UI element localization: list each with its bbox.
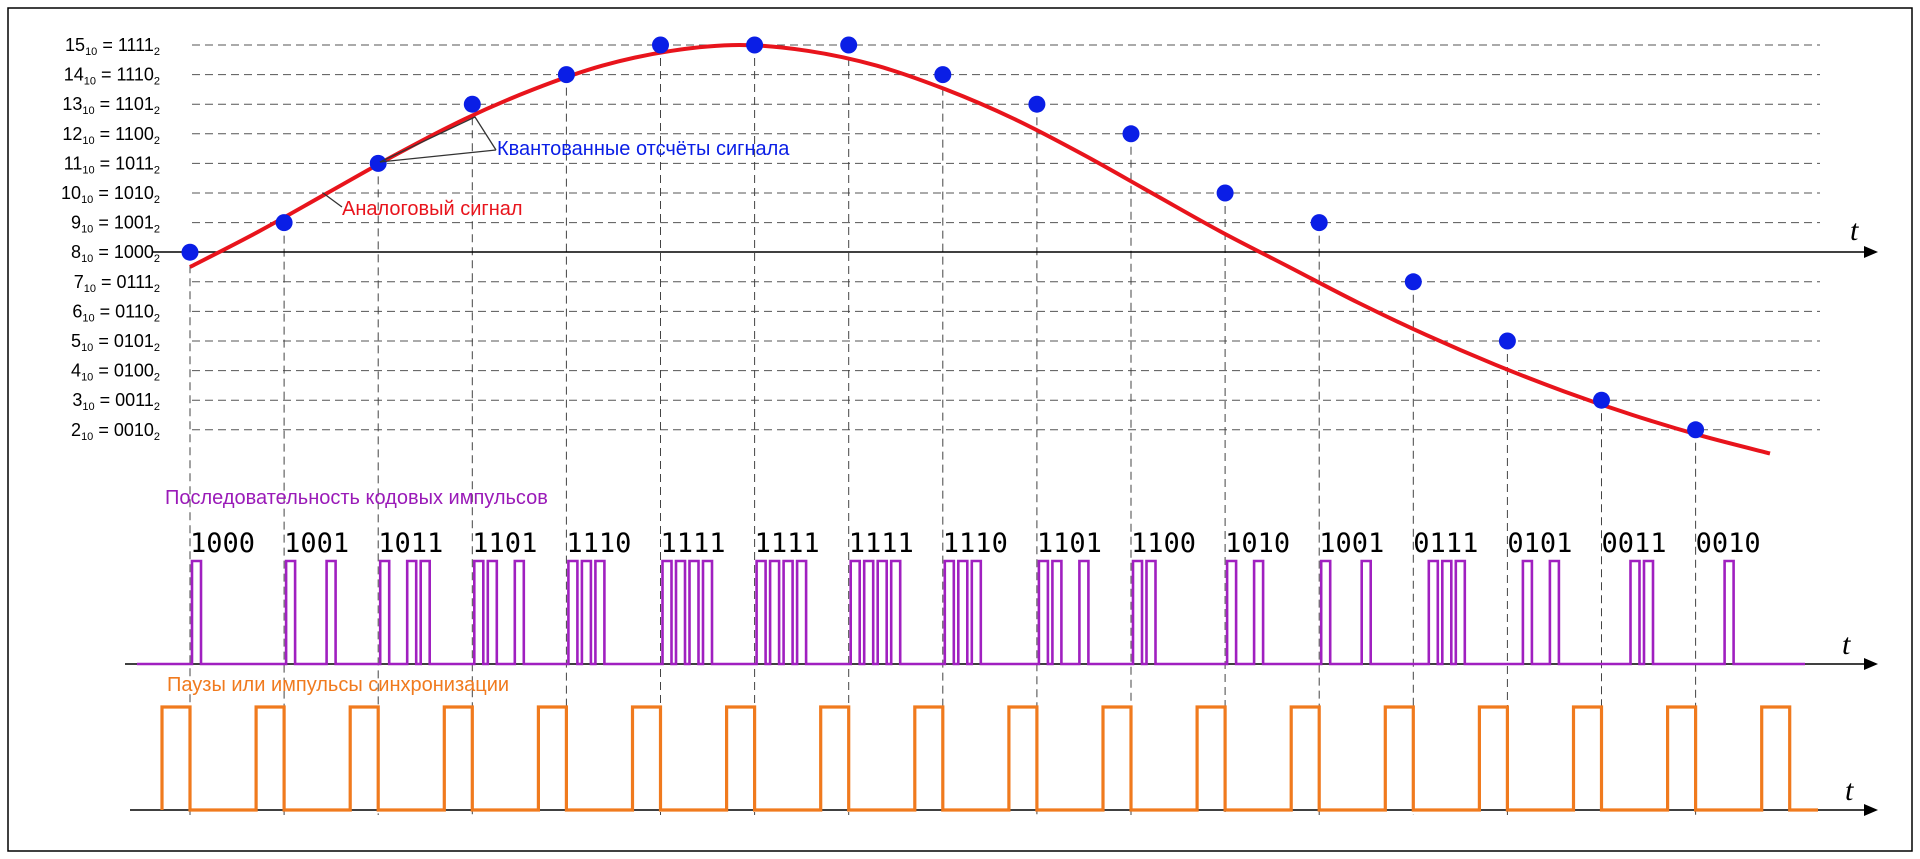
- analog-signal-line: [189, 42, 1771, 456]
- code-pulses-title: Последовательность кодовых импульсов: [165, 487, 548, 509]
- analog-signal-annotation: Аналоговый сигнал: [342, 198, 523, 220]
- code-label: 1100: [1131, 528, 1196, 559]
- sample-point: [1404, 273, 1422, 291]
- code-label: 1111: [755, 528, 820, 559]
- diagram-frame: [7, 7, 1913, 852]
- code-label: 1001: [1319, 528, 1384, 559]
- quantized-samples: [181, 36, 1705, 439]
- sample-point: [1216, 184, 1234, 202]
- signal-time-axis: [152, 246, 1878, 258]
- level-label: 610 = 01102: [72, 301, 160, 324]
- level-label: 310 = 00112: [72, 390, 160, 413]
- level-label: 1010 = 10102: [61, 183, 160, 206]
- sample-point: [181, 243, 199, 261]
- sample-point: [1310, 214, 1328, 232]
- level-label: 410 = 01002: [71, 361, 160, 384]
- code-pulse-train: [137, 559, 1805, 666]
- signal-axis-label: t: [1850, 214, 1859, 247]
- level-label: 710 = 01112: [74, 272, 160, 295]
- code-label: 1010: [1225, 528, 1290, 559]
- sampling-gridlines: [189, 45, 1697, 815]
- sample-point: [1122, 125, 1140, 143]
- level-labels: 1510 = 11112 1410 = 11102 1310 = 11012 1210…: [61, 35, 160, 443]
- code-label: 0111: [1413, 528, 1478, 559]
- level-label: 810 = 10002: [71, 242, 160, 265]
- code-label: 1011: [378, 528, 443, 559]
- code-label: 1101: [472, 528, 537, 559]
- level-label: 1210 = 11002: [62, 124, 160, 147]
- sync-pulses-title: Паузы или импульсы синхронизации: [167, 674, 509, 696]
- sample-point: [746, 36, 764, 54]
- level-label: 510 = 01012: [71, 331, 160, 354]
- code-label: 0010: [1696, 528, 1761, 559]
- code-label: 1111: [661, 528, 726, 559]
- level-label: 1110 = 10112: [64, 153, 160, 176]
- sample-point: [1687, 421, 1705, 439]
- code-label: 1110: [943, 528, 1008, 559]
- sample-point: [1498, 332, 1516, 350]
- sync-axis-label: t: [1845, 774, 1854, 807]
- sample-point: [463, 95, 481, 113]
- sample-point: [840, 36, 858, 54]
- sample-point: [652, 36, 669, 54]
- code-label: 1101: [1037, 528, 1102, 559]
- code-axis-label: t: [1842, 628, 1851, 661]
- quantized-samples-annotation: Квантованные отсчёты сигнала: [497, 138, 790, 160]
- quantization-grid: [192, 44, 1820, 431]
- code-labels: 1000 1001 1011 1101 1110 1111 1111 1111 1110 1101…: [190, 528, 1761, 559]
- sample-point: [934, 66, 952, 84]
- annotation-leaders: [322, 116, 497, 208]
- code-label: 1001: [284, 528, 349, 559]
- code-label: 0101: [1507, 528, 1572, 559]
- code-label: 1000: [190, 528, 255, 559]
- level-label: 210 = 00102: [71, 420, 160, 443]
- sample-point: [275, 214, 293, 232]
- code-label: 1111: [849, 528, 914, 559]
- sample-point: [1593, 391, 1610, 409]
- sample-point: [369, 154, 387, 172]
- code-label: 0011: [1602, 528, 1667, 559]
- sample-point: [1028, 95, 1046, 113]
- sample-point: [557, 66, 575, 84]
- level-label: 1310 = 11012: [62, 94, 160, 117]
- code-label: 1110: [566, 528, 631, 559]
- level-label: 1410 = 11102: [64, 65, 160, 88]
- level-label: 910 = 10012: [71, 213, 160, 236]
- level-label: 1510 = 11112: [65, 35, 160, 58]
- sync-pulse-train: [160, 705, 1818, 812]
